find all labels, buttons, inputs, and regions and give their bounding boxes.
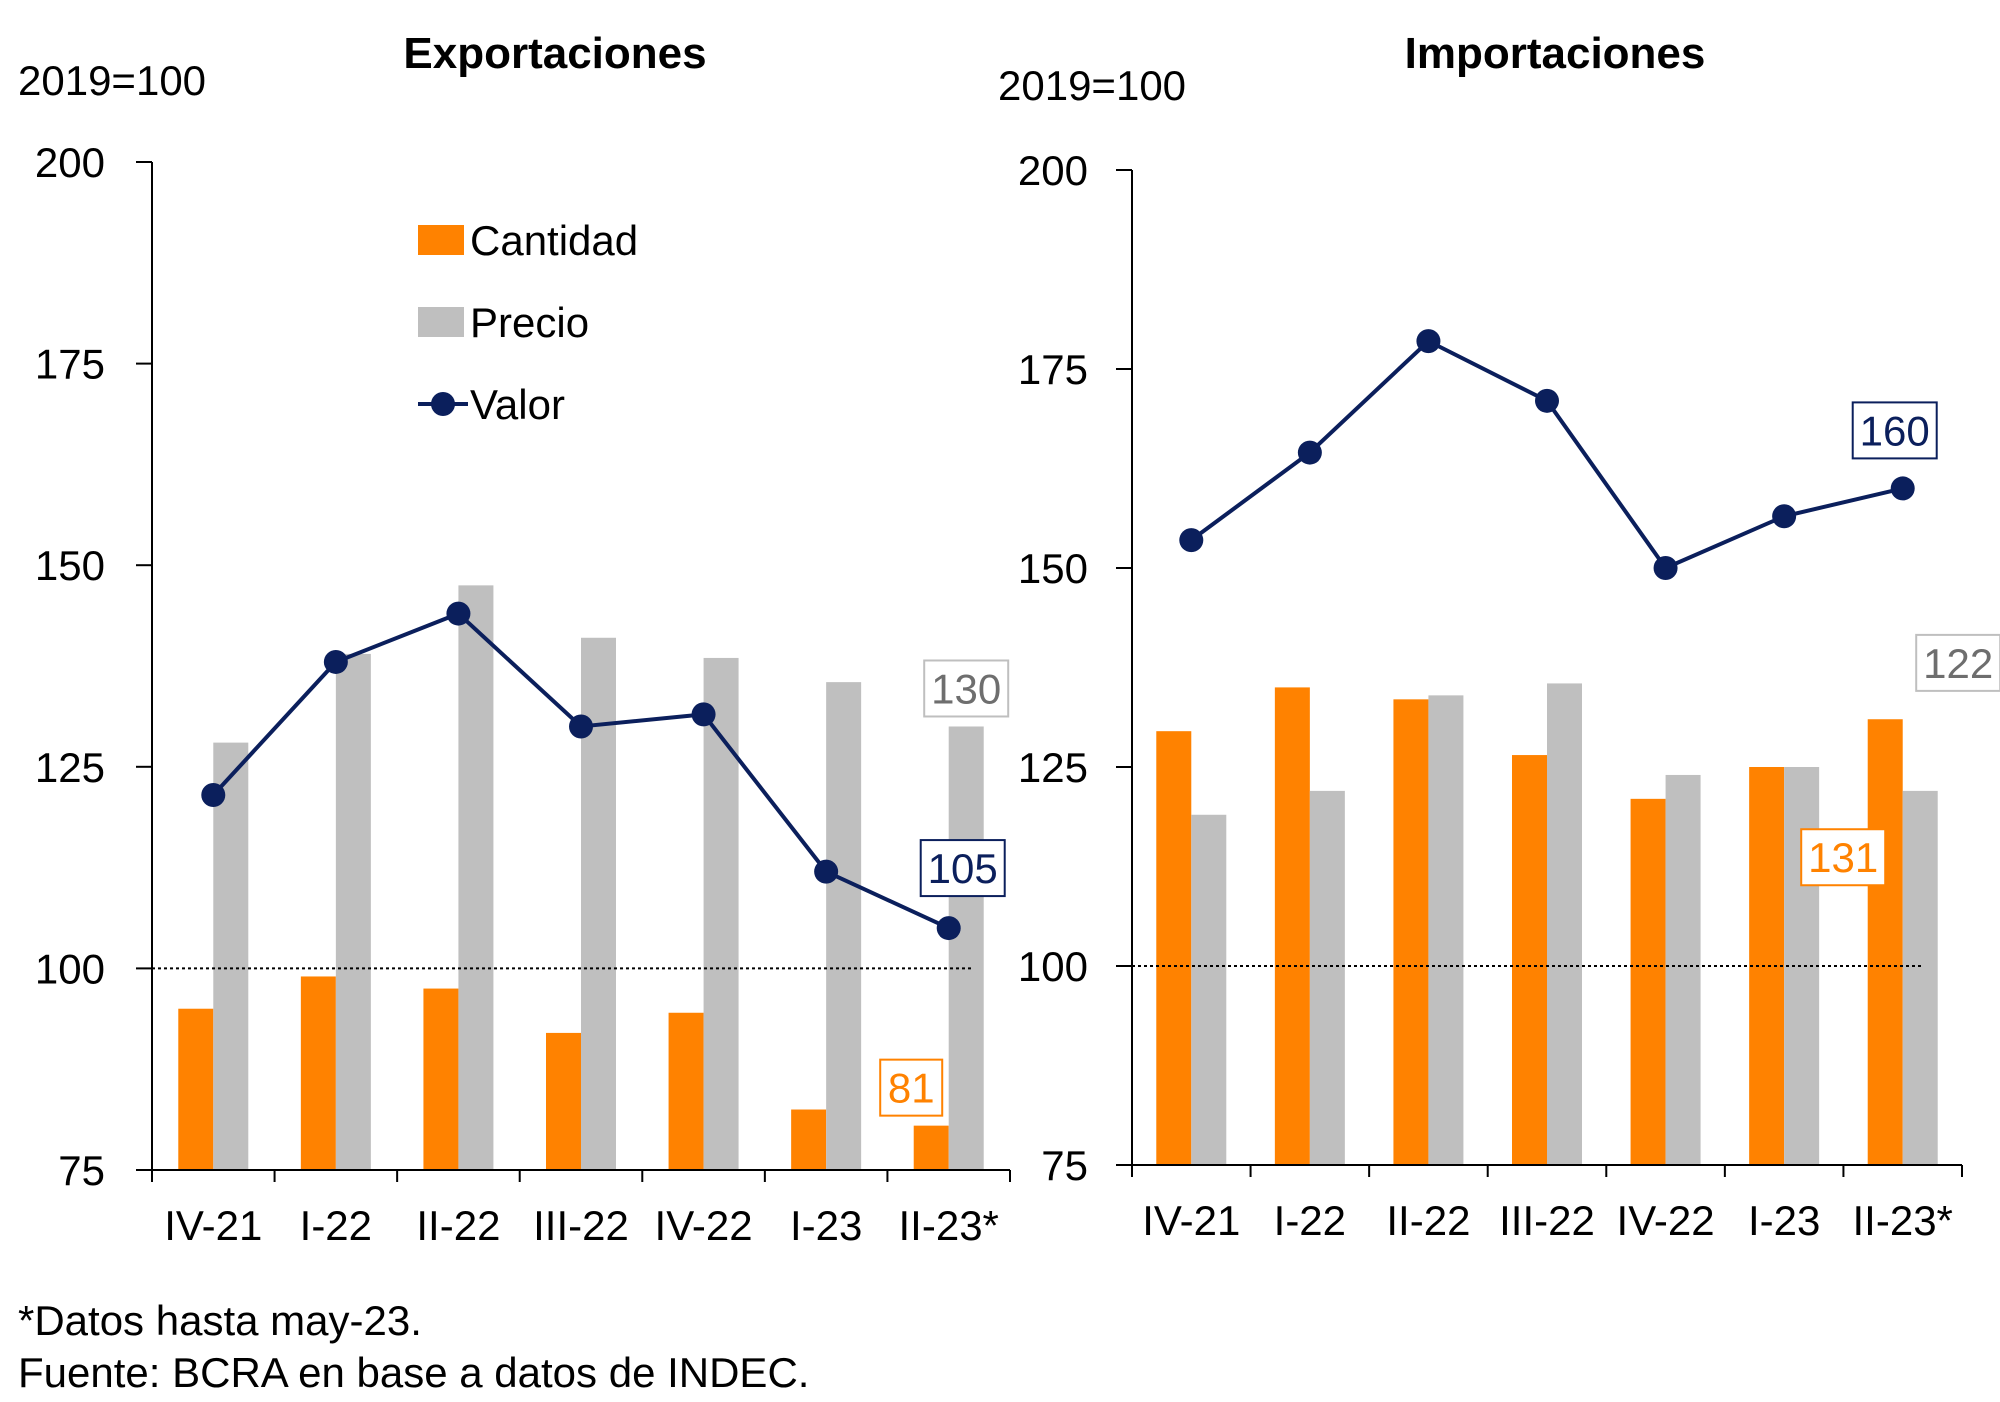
chart1-legend-label-valor: Valor	[470, 381, 565, 428]
chart2-line-valor	[1190, 338, 1904, 571]
chart1-legend-swatch-precio	[418, 307, 464, 337]
chart1-bar-precio-II-22	[458, 585, 494, 1170]
chart2-point-valor-I-23	[1772, 504, 1797, 529]
chart1-data-label-valor: 105	[928, 845, 998, 892]
chart1-y-tick-label-175: 175	[35, 341, 105, 388]
chart1-data-label-box-valor	[919, 839, 1006, 898]
chart2-point-valor-I-22	[1297, 440, 1322, 465]
chart2-bar-cantidad-II-23*	[1867, 719, 1903, 1165]
chart2-data-label-box-cantidad	[1800, 828, 1887, 887]
chart1-point-valor-III-22	[569, 714, 593, 739]
chart2-unit-label: 2019=100	[998, 62, 1186, 109]
chart2-x-tick-label-II-22: II-22	[1386, 1197, 1470, 1244]
chart2-bar-precio-II-22	[1428, 695, 1464, 1165]
chart1-title: Exportaciones	[403, 29, 706, 78]
chart2-x-tick-label-IV-22: IV-22	[1617, 1197, 1715, 1244]
chart1-point-valor-IV-22	[691, 702, 716, 727]
chart1-x-tick-label-IV-21: IV-21	[164, 1202, 262, 1249]
chart1-bar-cantidad-II-22	[423, 988, 459, 1170]
chart2-y-tick-label-150: 150	[1018, 545, 1088, 592]
chart2-point-valor-IV-21	[1179, 528, 1204, 553]
chart1-bar-precio-IV-22	[703, 657, 739, 1170]
chart1-data-label-box-precio	[923, 659, 1010, 718]
chart1-unit-label: 2019=100	[18, 57, 206, 104]
chart2-y-tick-label-75: 75	[1041, 1142, 1088, 1189]
footnote-data-period: *Datos hasta may-23.	[18, 1297, 422, 1344]
chart1-y-tick-label-200: 200	[35, 139, 105, 186]
chart1-data-label-cantidad: 81	[888, 1065, 935, 1112]
chart2-x-tick-label-I-22: I-22	[1274, 1197, 1346, 1244]
chart2-bar-cantidad-IV-21	[1156, 731, 1192, 1165]
chart1-x-tick-label-I-22: I-22	[300, 1202, 372, 1249]
chart2-bar-cantidad-III-22	[1512, 755, 1547, 1165]
chart2-x-tick-label-II-23*: II-23*	[1853, 1197, 1953, 1244]
chart1-x-tick-label-I-23: I-23	[790, 1202, 862, 1249]
chart1-bar-cantidad-IV-22	[668, 1012, 704, 1170]
chart2-bar-precio-IV-21	[1191, 814, 1227, 1165]
chart2-point-valor-IV-22	[1653, 556, 1678, 580]
chart1-point-valor-IV-21	[201, 783, 226, 808]
chart2-data-label-precio: 122	[1923, 640, 1993, 687]
chart2-bar-precio-II-23*	[1902, 790, 1938, 1165]
chart2-x-tick-label-IV-21: IV-21	[1142, 1197, 1240, 1244]
chart1-bar-cantidad-III-22	[546, 1032, 581, 1170]
chart2-bar-precio-IV-22	[1665, 774, 1701, 1165]
chart2-bar-cantidad-I-22	[1274, 687, 1310, 1165]
chart2-bar-precio-III-22	[1547, 683, 1582, 1165]
chart1-legend-marker-valor	[431, 392, 455, 416]
chart2-data-label-valor: 160	[1860, 407, 1930, 454]
chart1-x-tick-label-IV-22: IV-22	[655, 1202, 753, 1249]
chart1-bar-precio-I-23	[826, 682, 862, 1170]
chart2-bar-cantidad-II-22	[1393, 699, 1429, 1165]
chart1-y-tick-label-150: 150	[35, 542, 105, 589]
chart1-point-valor-II-22	[446, 601, 471, 626]
chart2-point-valor-II-23*	[1890, 476, 1915, 501]
chart1-legend-label-cantidad: Cantidad	[470, 217, 638, 264]
chart1-bar-precio-I-22	[335, 653, 371, 1170]
chart2-point-valor-II-22	[1416, 329, 1441, 354]
footnote-source: Fuente: BCRA en base a datos de INDEC.	[18, 1349, 810, 1396]
chart1-point-valor-I-22	[323, 649, 348, 674]
chart2-y-tick-label-200: 200	[1018, 147, 1088, 194]
chart1-data-label-box-cantidad	[879, 1058, 944, 1117]
chart1-bar-cantidad-I-22	[300, 976, 336, 1170]
chart1-y-tick-label-100: 100	[35, 945, 105, 992]
chart1-data-label-precio: 130	[931, 665, 1001, 712]
chart1-y-tick-label-75: 75	[58, 1147, 105, 1194]
chart1-bar-cantidad-II-23*	[913, 1125, 949, 1170]
chart1-legend-label-precio: Precio	[470, 299, 589, 346]
chart1-x-tick-label-III-22: III-22	[533, 1202, 629, 1249]
chart2-x-tick-label-III-22: III-22	[1499, 1197, 1595, 1244]
chart1-legend-swatch-cantidad	[418, 225, 464, 255]
chart2-bar-precio-I-22	[1309, 790, 1345, 1165]
chart2-y-tick-label-125: 125	[1018, 744, 1088, 791]
chart2-data-label-cantidad: 131	[1808, 834, 1878, 881]
chart1-bar-precio-IV-21	[213, 742, 249, 1170]
chart1-bar-cantidad-IV-21	[178, 1008, 214, 1170]
chart2-title: Importaciones	[1405, 29, 1706, 78]
chart2-data-label-box-precio	[1915, 633, 2000, 692]
chart2-bar-cantidad-I-23	[1749, 767, 1785, 1165]
chart1-bar-cantidad-I-23	[791, 1109, 827, 1170]
chart2-y-tick-label-100: 100	[1018, 943, 1088, 990]
chart2-x-tick-label-I-23: I-23	[1748, 1197, 1820, 1244]
chart2-bar-cantidad-IV-22	[1630, 798, 1666, 1165]
chart2-bar-precio-I-23	[1784, 767, 1820, 1165]
chart1-x-tick-label-II-22: II-22	[416, 1202, 500, 1249]
chart1-point-valor-I-23	[814, 859, 839, 884]
chart1-x-tick-label-II-23*: II-23*	[899, 1202, 999, 1249]
chart2-data-label-box-valor	[1851, 401, 1938, 460]
chart1-bar-precio-II-23*	[948, 726, 984, 1170]
chart2-y-tick-label-175: 175	[1018, 346, 1088, 393]
chart1-point-valor-II-23*	[936, 916, 961, 941]
chart1-y-tick-label-125: 125	[35, 744, 105, 791]
chart2-point-valor-III-22	[1535, 388, 1559, 413]
